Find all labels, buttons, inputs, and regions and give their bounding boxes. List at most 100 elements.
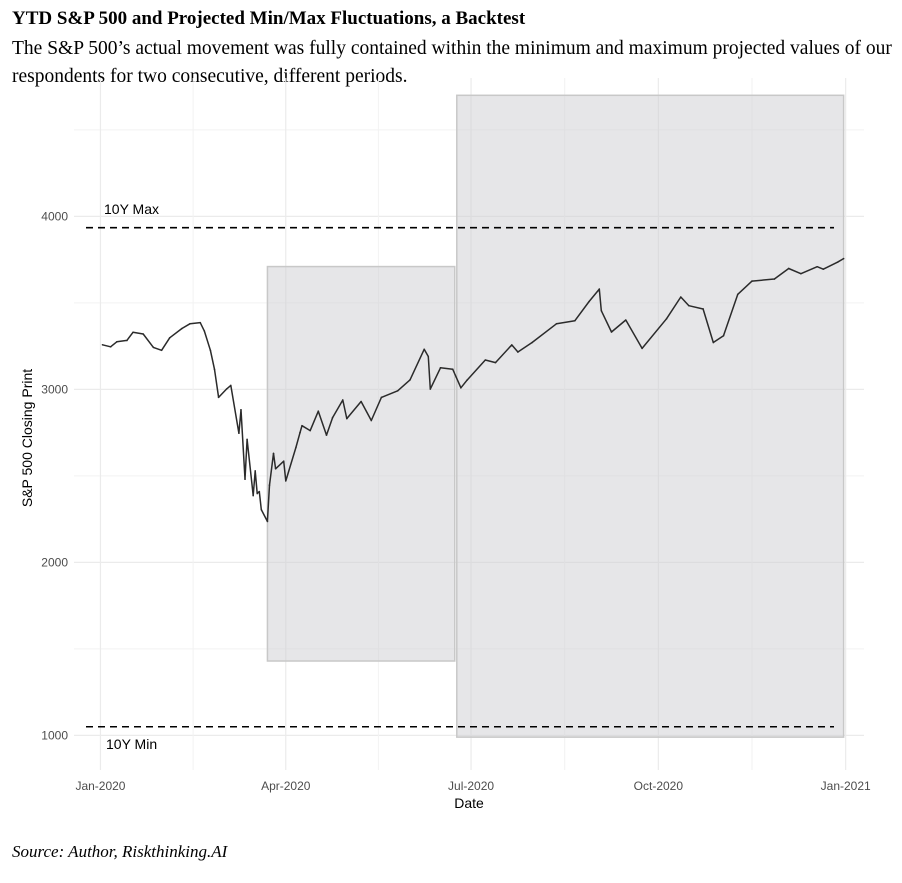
sp500-point [229,384,232,387]
chart-title: YTD S&P 500 and Projected Min/Max Fluctu… [12,8,526,29]
x-tick-label: Oct-2020 [634,779,684,793]
sp500-point [142,333,145,335]
sp500-point [842,257,845,260]
sp500-point [309,429,311,432]
sp500-point [256,492,259,495]
sp500-point [341,399,344,401]
sp500-point [679,296,682,298]
sp500-point [702,308,704,310]
sp500-point [301,424,303,427]
sp500-point [688,304,690,307]
sp500-point [203,330,206,332]
sp500-point [641,347,643,350]
x-tick-label: Jan-2020 [75,779,125,793]
sp500-point [816,265,818,268]
sp500-point [574,319,576,322]
projection-band-1 [266,265,456,662]
sp500-point [423,348,426,351]
sp500-point [101,343,104,346]
sp500-point [299,431,301,434]
sp500-point [409,379,411,381]
sp500-point [466,379,468,382]
sp500-point [284,480,287,482]
sp500-point [439,366,442,369]
projection-bands [266,94,845,738]
sp500-point [773,278,776,280]
sp500-point [317,410,320,412]
sp500-point [252,494,254,497]
sp500-point [429,388,432,390]
sp500-point [325,434,328,436]
sp500-point [240,409,242,411]
sp500-point [396,389,399,392]
sp500-point [484,359,487,361]
sp500-point [189,322,191,325]
sp500-point [199,321,202,324]
sp500-point [282,460,285,462]
sp500-point [132,331,134,334]
y-tick-label: 2000 [41,555,68,569]
sp500-point [787,267,790,270]
sp500-point [274,468,277,470]
sp500-point [217,396,220,399]
sp500-point [266,520,269,523]
sp500-point [272,452,275,455]
sp500-point [598,288,601,290]
sp500-point [254,470,257,472]
sp500-point [258,490,261,493]
source-note: Source: Author, Riskthinking.AI [12,842,228,861]
reference-annotations: 10Y Max 10Y Min [104,201,159,752]
sp500-point [822,268,825,270]
sp500-point [736,293,739,296]
sp500-point [722,334,725,337]
sp500-series [101,257,845,523]
sp500-point [712,341,715,344]
chart-subtitle: The S&P 500’s actual movement was fully … [12,38,892,87]
sp500-point [588,300,590,303]
y-tick-label: 1000 [41,728,68,742]
sp500-point [531,341,533,344]
x-tick-label: Jul-2020 [448,779,494,793]
sp500-point [152,346,155,349]
sp500-point [380,396,383,399]
sp500-point [751,280,753,282]
x-tick-label: Jan-2021 [821,779,871,793]
sp500-point [517,351,519,353]
ten-year-max-label: 10Y Max [104,201,159,217]
sp500-point [238,432,240,434]
x-tick-labels: Jan-2020 Apr-2020 Jul-2020 Oct-2020 Jan-2021 [75,779,871,793]
x-tick-label: Apr-2020 [261,779,311,793]
sp500-point [427,355,430,358]
reference-lines [86,226,834,728]
sp500-point [246,438,248,441]
y-tick-labels: 1000 2000 3000 4000 [41,209,68,742]
sp500-point [360,400,362,403]
sp500-point [181,327,183,330]
sp500-point [800,272,802,275]
sp500-point [451,368,454,370]
sp500-point [460,387,462,389]
sp500-point [555,322,558,325]
sp500-point [295,446,297,449]
sp500-point [665,318,668,320]
sp500-point [268,484,271,486]
sp500-point [244,478,246,480]
sp500-point [225,388,228,390]
sp500-point [836,261,839,264]
sp500-point [109,346,112,348]
sp500-point [331,416,334,419]
sp500-point [346,417,348,420]
sp500-point [610,331,613,333]
sp500-point [510,344,513,346]
x-axis-title: Date [454,795,484,811]
sp500-point [126,339,128,342]
sp500-point [260,508,263,511]
sp500-point [494,361,497,364]
sp500-point [370,419,373,422]
sp500-point [624,319,627,321]
sp500-point [209,349,212,352]
sp500-point [168,337,171,339]
sp500-line [102,257,844,523]
ten-year-min-label: 10Y Min [106,736,157,752]
